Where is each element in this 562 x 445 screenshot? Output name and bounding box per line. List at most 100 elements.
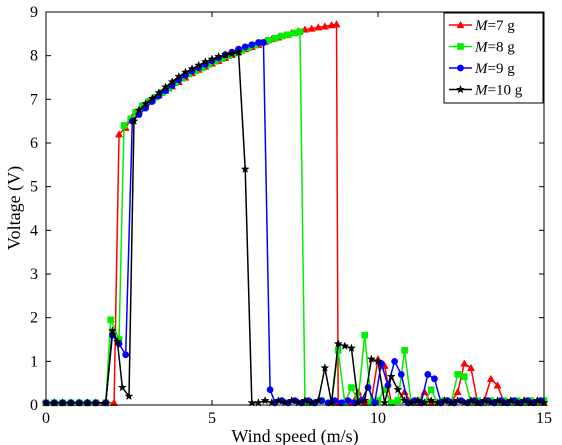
data-point xyxy=(161,82,170,91)
y-axis-title: Voltage (V) xyxy=(4,166,25,250)
data-point xyxy=(112,336,122,346)
data-point xyxy=(506,395,516,405)
legend-label: M=9 g xyxy=(474,61,515,77)
data-point xyxy=(187,64,197,73)
y-tick-label: 9 xyxy=(30,4,38,21)
y-tick-label: 1 xyxy=(30,353,38,370)
data-point xyxy=(154,88,164,97)
legend-item: M=10 g xyxy=(449,83,523,99)
data-point xyxy=(74,398,84,407)
data-point xyxy=(360,395,370,405)
data-point xyxy=(167,77,177,86)
legend-item: M=9 g xyxy=(449,61,515,77)
data-point xyxy=(526,398,536,407)
data-point xyxy=(280,398,290,407)
data-point xyxy=(122,351,130,359)
data-point xyxy=(493,395,502,405)
plot-frame xyxy=(45,11,545,406)
data-point xyxy=(361,331,369,339)
data-point xyxy=(174,71,184,81)
data-point xyxy=(512,398,522,407)
data-point xyxy=(348,384,355,391)
data-point xyxy=(499,398,509,407)
y-tick-label: 5 xyxy=(30,179,38,196)
data-point xyxy=(344,397,352,405)
legend: M=7 g M=8 g M=9 g M=10 g xyxy=(443,12,544,104)
data-point xyxy=(394,397,402,404)
data-point xyxy=(401,347,408,354)
data-point xyxy=(320,363,330,372)
data-point xyxy=(107,316,115,324)
y-tick-label: 8 xyxy=(30,48,38,65)
data-point xyxy=(58,398,68,407)
y-tick-label: 3 xyxy=(30,266,38,283)
data-point xyxy=(278,32,286,40)
data-point xyxy=(227,48,237,58)
data-point xyxy=(532,395,542,405)
data-point xyxy=(460,359,469,367)
data-point xyxy=(285,31,292,39)
data-point xyxy=(466,363,475,372)
data-point xyxy=(340,341,350,350)
data-point xyxy=(147,93,157,103)
data-point xyxy=(107,326,117,335)
data-point xyxy=(200,57,210,66)
data-point xyxy=(338,399,345,407)
data-point xyxy=(313,395,323,405)
y-tick-label: 2 xyxy=(30,310,38,327)
data-point xyxy=(333,339,343,348)
data-point xyxy=(519,395,529,405)
data-point xyxy=(91,398,101,407)
legend-swatch-marker xyxy=(457,43,464,50)
data-point xyxy=(307,398,317,407)
y-tick-label: 0 xyxy=(30,397,38,414)
data-point xyxy=(346,343,356,353)
data-point xyxy=(307,24,316,32)
data-point xyxy=(479,395,489,405)
legend-item: M=8 g xyxy=(449,40,515,56)
data-point xyxy=(240,164,250,173)
data-point xyxy=(267,398,277,407)
data-point xyxy=(220,50,230,59)
x-tick-label: 5 xyxy=(208,410,216,427)
data-point xyxy=(287,395,297,405)
legend-item: M=7 g xyxy=(449,18,515,34)
data-point xyxy=(454,371,461,378)
data-point xyxy=(129,116,139,125)
data-point xyxy=(486,398,496,407)
data-point xyxy=(373,356,383,366)
data-point xyxy=(473,398,483,407)
data-point xyxy=(296,28,304,35)
data-point xyxy=(101,398,111,407)
data-point xyxy=(66,398,76,407)
data-point xyxy=(260,39,267,46)
legend-swatch-marker xyxy=(457,64,464,72)
data-point xyxy=(406,398,416,407)
data-point xyxy=(300,395,310,405)
data-point xyxy=(391,357,398,365)
data-point xyxy=(459,398,469,407)
data-point xyxy=(293,398,303,407)
data-point xyxy=(327,398,336,407)
data-point xyxy=(433,398,443,407)
data-point xyxy=(332,20,341,28)
data-point xyxy=(117,382,127,392)
data-point xyxy=(466,395,476,405)
legend-label: M=7 g xyxy=(474,18,515,34)
series-4 xyxy=(41,47,549,407)
data-point xyxy=(141,98,151,108)
data-point xyxy=(234,47,244,56)
data-point xyxy=(427,386,435,394)
data-point xyxy=(214,51,224,61)
data-point xyxy=(386,371,396,381)
data-point xyxy=(426,395,436,405)
data-point xyxy=(453,387,462,396)
data-point xyxy=(241,43,249,51)
data-point xyxy=(353,398,363,407)
data-point xyxy=(397,371,405,378)
data-point xyxy=(400,395,410,405)
data-point xyxy=(366,354,376,363)
data-point xyxy=(413,395,423,405)
series-layer xyxy=(41,20,549,407)
y-tick-label: 7 xyxy=(30,91,38,108)
